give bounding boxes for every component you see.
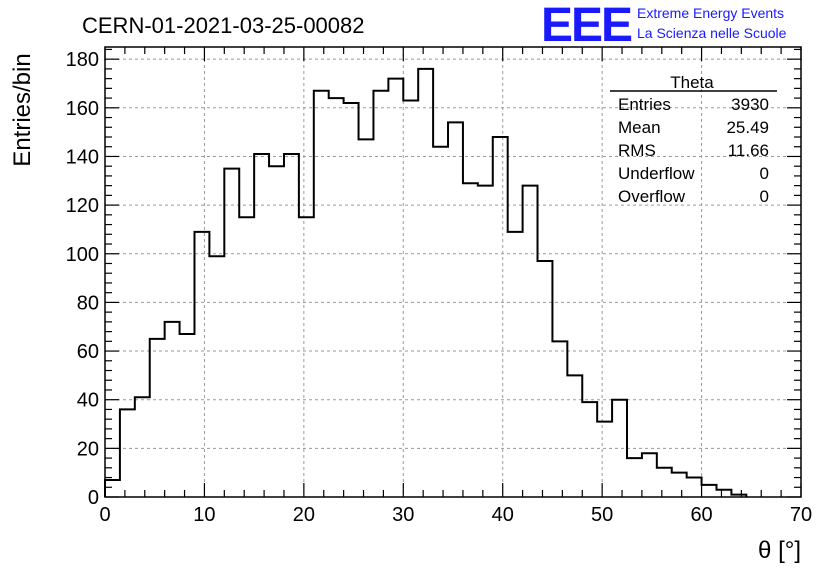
histogram-bin <box>448 122 463 497</box>
histogram-bin <box>612 400 627 497</box>
plot-frame <box>104 46 802 498</box>
stats-underflow-value: 0 <box>760 164 769 183</box>
stats-entries-value: 3930 <box>731 95 769 114</box>
histogram-bin <box>180 334 195 497</box>
eee-logo-line1: Extreme Energy Events <box>637 5 784 21</box>
histogram-bin <box>329 98 344 497</box>
y-tick-label: 180 <box>66 49 99 71</box>
histogram-bin <box>552 341 567 497</box>
x-tick-label: 50 <box>591 504 613 526</box>
histogram-bin <box>209 256 224 497</box>
histogram-bin <box>597 422 612 497</box>
histogram-bin <box>150 339 165 497</box>
histogram-bin <box>508 232 523 497</box>
histogram-bin <box>433 147 448 497</box>
histogram-bin <box>344 103 359 497</box>
y-tick-label: 40 <box>77 390 99 412</box>
histogram-bin <box>359 139 374 497</box>
histogram-series <box>104 67 748 497</box>
histogram-bin <box>135 397 150 497</box>
y-tick-label: 100 <box>66 244 99 266</box>
y-tick-label: 140 <box>66 146 99 168</box>
histogram-bin <box>403 101 418 497</box>
histogram-bin <box>120 409 135 497</box>
histogram-bin <box>523 186 538 497</box>
histogram-bin <box>165 322 180 497</box>
histogram-step-line <box>104 67 748 497</box>
histogram-bin <box>463 183 478 497</box>
histogram-bin <box>716 490 731 497</box>
histogram-bin <box>582 402 597 497</box>
y-axis-label: Entries/bin <box>9 53 36 166</box>
y-tick-label: 160 <box>66 98 99 120</box>
eee-logo-line2: La Scienza nelle Scuole <box>637 25 787 41</box>
y-tick-label: 20 <box>77 438 99 460</box>
histogram-bin <box>627 458 642 497</box>
histogram-bin <box>418 69 433 497</box>
histogram-bin <box>105 480 120 497</box>
run-title: CERN-01-2021-03-25-00082 <box>82 13 365 38</box>
plot-frame-border <box>104 46 802 498</box>
stats-mean-label: Mean <box>618 118 661 137</box>
stats-underflow-label: Underflow <box>618 164 695 183</box>
x-tick-label: 60 <box>690 504 712 526</box>
x-tick-label: 70 <box>790 504 812 526</box>
histogram-bin <box>239 217 254 497</box>
eee-logo-mark: EEE <box>541 0 632 52</box>
stats-overflow-label: Overflow <box>618 187 686 206</box>
histogram-bin <box>224 169 239 497</box>
histogram-bin <box>642 453 657 497</box>
histogram-bin <box>567 375 582 497</box>
histogram-bin <box>657 468 672 497</box>
histogram-bin <box>388 79 403 497</box>
histogram-bin <box>702 485 717 497</box>
stats-title: Theta <box>670 73 714 92</box>
histogram-bin <box>194 232 209 497</box>
histogram-bin <box>672 473 687 497</box>
histogram-bin <box>314 91 329 497</box>
stats-box: Theta Entries 3930 Mean 25.49 RMS 11.66 … <box>610 73 777 206</box>
grid <box>105 47 801 497</box>
x-tick-label: 40 <box>492 504 514 526</box>
x-tick-label: 30 <box>392 504 414 526</box>
x-tick-label: 10 <box>193 504 215 526</box>
histogram-bin <box>373 91 388 497</box>
eee-logo: EEE Extreme Energy Events La Scienza nel… <box>541 0 787 52</box>
histogram-bin <box>493 137 508 497</box>
y-tick-label: 80 <box>77 292 99 314</box>
stats-overflow-value: 0 <box>760 187 769 206</box>
y-tick-label: 60 <box>77 341 99 363</box>
x-tick-label: 0 <box>99 504 110 526</box>
histogram-bin <box>299 217 314 497</box>
histogram-bin <box>687 478 702 497</box>
y-tick-label: 120 <box>66 195 99 217</box>
y-tick-label: 0 <box>88 487 99 509</box>
histogram-bin <box>269 166 284 497</box>
x-axis-label: θ [°] <box>758 537 801 564</box>
stats-entries-label: Entries <box>618 95 671 114</box>
x-tick-label: 20 <box>293 504 315 526</box>
histogram-bin <box>478 186 493 497</box>
stats-mean-value: 25.49 <box>726 118 769 137</box>
axis-ticks: 0 10 20 30 40 50 60 70 0 20 40 60 80 100 120 140 160 180 <box>66 47 812 526</box>
histogram-bin <box>538 261 553 497</box>
stats-rms-label: RMS <box>618 141 656 160</box>
stats-rms-value: 11.66 <box>728 141 769 160</box>
